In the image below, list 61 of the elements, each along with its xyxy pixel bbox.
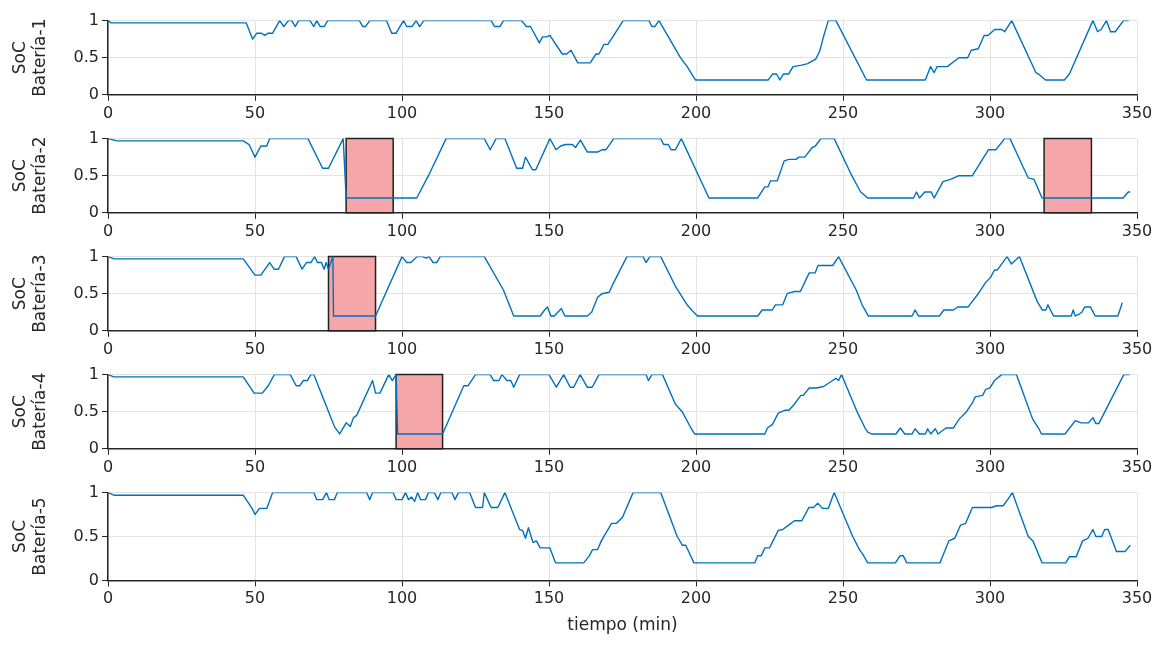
x-tick-label: 0 [102,588,114,608]
y-tick-label: 0.5 [73,525,99,545]
y-axis-title: SoC Batería-1 [8,18,50,97]
y-tick-label: 0 [88,83,99,103]
x-tick-label: 50 [244,456,266,476]
x-tick-label: 100 [386,102,418,122]
x-tick-label: 300 [974,456,1006,476]
x-tick-label: 350 [1121,588,1153,608]
x-tick-label: 300 [974,102,1006,122]
y-axis-title: SoC Batería-4 [8,372,50,451]
x-tick-label: 150 [533,220,565,240]
y-tick-label: 1 [88,363,99,383]
x-tick-label: 350 [1121,338,1153,358]
x-tick-label: 350 [1121,456,1153,476]
x-tick-label: 350 [1121,102,1153,122]
y-tick-label: 0 [88,437,99,457]
y-tick-label: 0 [88,569,99,589]
y-tick-label: 0 [88,201,99,221]
x-tick-label: 250 [827,220,859,240]
x-tick-label: 0 [102,220,114,240]
x-tick-label: 50 [244,220,266,240]
x-tick-label: 100 [386,456,418,476]
x-tick-label: 100 [386,338,418,358]
x-tick-label: 250 [827,456,859,476]
y-axis-title: SoC Batería-5 [8,497,50,576]
y-axis-title: SoC Batería-3 [8,254,50,333]
x-tick-label: 100 [386,220,418,240]
y-axis-title: SoC Batería-2 [8,136,50,215]
x-tick-label: 300 [974,588,1006,608]
x-tick-label: 100 [386,588,418,608]
y-tick-label: 0.5 [73,400,99,420]
x-tick-label: 200 [680,220,712,240]
y-tick-label: 0.5 [73,46,99,66]
x-tick-label: 0 [102,102,114,122]
x-tick-label: 300 [974,220,1006,240]
x-tick-label: 350 [1121,220,1153,240]
x-tick-label: 250 [827,588,859,608]
x-tick-label: 0 [102,456,114,476]
x-tick-label: 150 [533,102,565,122]
x-tick-label: 50 [244,588,266,608]
x-tick-label: 200 [680,588,712,608]
x-tick-label: 150 [533,456,565,476]
y-tick-label: 0 [88,319,99,339]
x-tick-label: 300 [974,338,1006,358]
y-tick-label: 0.5 [73,282,99,302]
x-axis-title: tiempo (min) [567,614,678,635]
x-tick-label: 0 [102,338,114,358]
x-tick-label: 200 [680,456,712,476]
y-tick-label: 1 [88,127,99,147]
y-tick-label: 1 [88,245,99,265]
y-tick-label: 1 [88,481,99,501]
x-tick-label: 250 [827,338,859,358]
x-tick-label: 200 [680,102,712,122]
x-tick-label: 50 [244,102,266,122]
x-tick-label: 250 [827,102,859,122]
y-tick-label: 0.5 [73,164,99,184]
x-tick-label: 150 [533,338,565,358]
x-tick-label: 150 [533,588,565,608]
x-tick-label: 50 [244,338,266,358]
x-tick-label: 200 [680,338,712,358]
y-tick-label: 1 [88,9,99,29]
